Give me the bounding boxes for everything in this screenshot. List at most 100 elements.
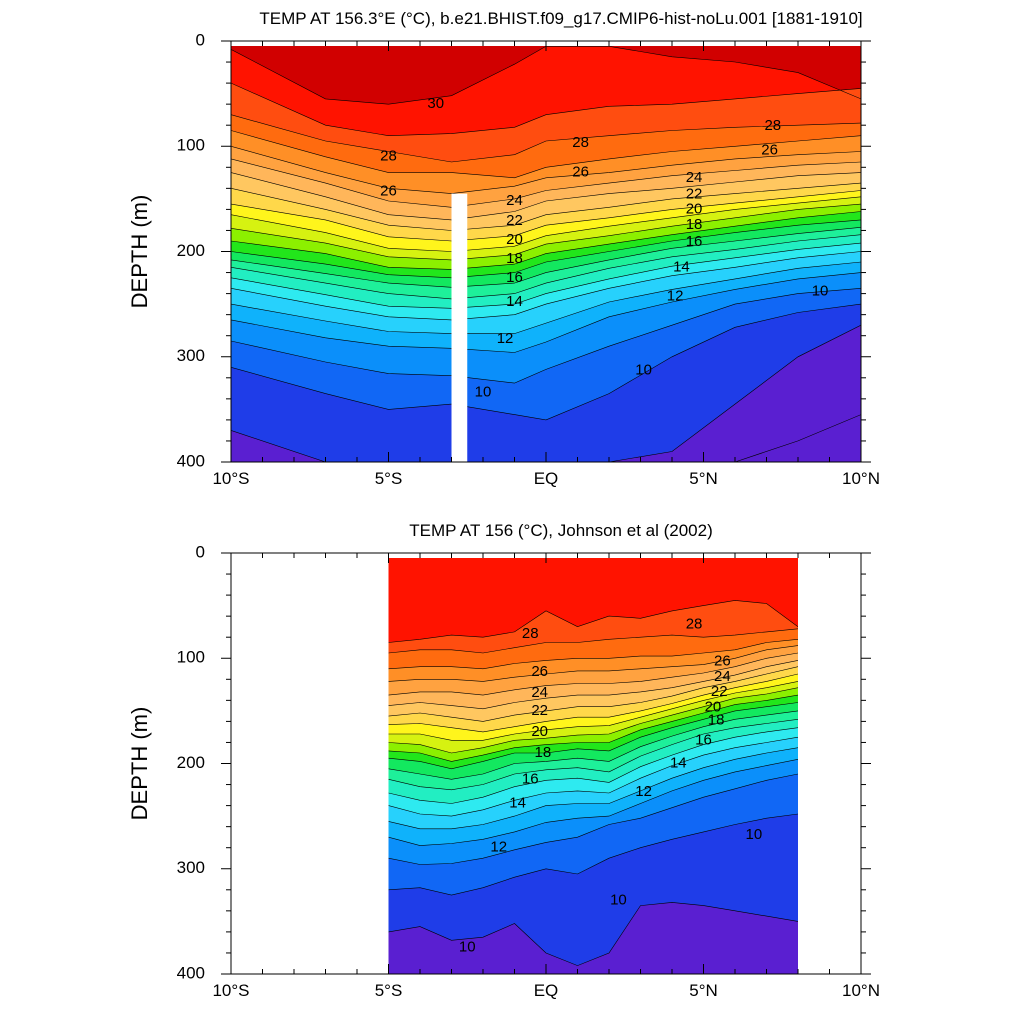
contour-label: 30: [427, 95, 444, 112]
contour-label: 14: [509, 794, 526, 811]
isotherm-24: [231, 172, 861, 221]
isotherm-23: [388, 666, 798, 722]
contour-label: 14: [506, 293, 523, 310]
contour-label: 10: [635, 361, 652, 378]
contour-label: 10: [812, 282, 829, 299]
isotherm-21: [231, 196, 861, 252]
contour-label: 18: [708, 711, 725, 728]
contour-label: 16: [695, 731, 712, 748]
isotherm-12: [388, 759, 798, 846]
contour-label: 12: [490, 839, 507, 856]
contour-label: 16: [506, 269, 523, 286]
contour-field: [388, 558, 798, 974]
contour-label: 18: [686, 216, 703, 233]
y-tick-label: 100: [177, 648, 205, 667]
y-tick-label: 300: [177, 346, 205, 365]
chart-title: TEMP AT 156 (°C), Johnson et al (2002): [409, 521, 713, 540]
isotherm-15: [388, 727, 798, 804]
contour-label: 26: [531, 663, 548, 680]
isotherm-15: [231, 242, 861, 309]
isotherm-28: [231, 114, 861, 163]
y-tick-label: 400: [177, 451, 205, 470]
isotherm-13: [388, 747, 798, 830]
isotherm-17: [231, 227, 861, 288]
contour-label: 18: [535, 744, 552, 761]
isotherm-19: [388, 694, 798, 762]
contour-label: 10: [610, 891, 627, 908]
panel-bottom: 2828262422201816141212141618202224261010…: [127, 521, 880, 1000]
temperature-band-9: [231, 304, 861, 462]
contour-label: 28: [764, 117, 781, 134]
contour-label: 28: [572, 134, 589, 151]
isotherm-13: [231, 261, 861, 334]
x-tick-label: 5°S: [375, 469, 403, 488]
isotherm-14: [231, 251, 861, 321]
y-tick-label: 400: [177, 963, 205, 982]
isotherm-23: [231, 182, 861, 231]
contour-label: 24: [531, 684, 548, 701]
contour-label: 26: [761, 141, 778, 158]
panel-top: 3028262826242220181614121024222018161412…: [127, 9, 880, 488]
isotherm-26: [388, 645, 798, 682]
isotherm-10: [388, 813, 798, 896]
contour-label: 12: [635, 783, 652, 800]
contour-label: 28: [522, 625, 539, 642]
contour-field: [231, 46, 861, 462]
y-tick-label: 0: [196, 542, 205, 561]
y-axis-label: DEPTH (m): [127, 707, 152, 821]
isotherm-29: [388, 600, 798, 643]
contour-label: 20: [506, 231, 523, 248]
isotherm-11: [231, 288, 861, 384]
contour-label: 10: [475, 384, 492, 401]
chart-title: TEMP AT 156.3°E (°C), b.e21.BHIST.f09_g1…: [259, 9, 862, 28]
x-tick-label: 10°S: [212, 981, 249, 1000]
x-tick-label: 5°S: [375, 981, 403, 1000]
contour-label: 14: [670, 754, 687, 771]
contour-label: 20: [705, 699, 722, 716]
contour-label: 12: [497, 330, 514, 347]
y-tick-label: 0: [196, 30, 205, 49]
contour-label: 22: [711, 683, 728, 700]
isotherm-10: [231, 303, 861, 421]
x-tick-label: EQ: [534, 469, 559, 488]
isotherm-20: [231, 203, 861, 261]
isotherm-26: [231, 146, 861, 194]
x-tick-label: 10°N: [842, 469, 880, 488]
contour-label: 10: [746, 826, 763, 843]
isotherm-18: [388, 702, 798, 770]
x-tick-label: 5°N: [689, 469, 718, 488]
contour-label: 14: [673, 258, 690, 275]
isotherm-24: [388, 660, 798, 710]
contour-label: 22: [506, 212, 523, 229]
isotherm-29: [231, 82, 861, 137]
x-tick-label: 5°N: [689, 981, 718, 1000]
contour-label: 24: [506, 192, 523, 209]
x-tick-label: 10°S: [212, 469, 249, 488]
contour-label: 22: [531, 702, 548, 719]
isotherm-16: [388, 719, 798, 791]
contour-label: 10: [459, 939, 476, 956]
isotherm-22: [231, 190, 861, 242]
isotherm-28: [388, 628, 798, 654]
isotherm-14: [388, 736, 798, 817]
isotherm-27: [231, 130, 861, 179]
contour-label: 28: [380, 148, 397, 165]
isotherm-21: [388, 681, 798, 741]
y-axis-label: DEPTH (m): [127, 195, 152, 309]
contour-label: 26: [380, 182, 397, 199]
y-tick-label: 200: [177, 753, 205, 772]
contour-label: 24: [714, 668, 731, 685]
contour-label: 24: [686, 169, 703, 186]
contour-label: 16: [522, 770, 539, 787]
isotherm-27: [388, 639, 798, 670]
isotherm-17: [388, 710, 798, 780]
temperature-band-8: [388, 902, 798, 974]
isotherm-25: [388, 652, 798, 696]
contour-label: 26: [572, 164, 589, 181]
contour-label: 12: [667, 288, 684, 305]
isotherm-20: [388, 687, 798, 754]
contour-label: 22: [686, 186, 703, 203]
isotherm-9: [388, 902, 798, 966]
missing-data-band: [451, 193, 468, 463]
